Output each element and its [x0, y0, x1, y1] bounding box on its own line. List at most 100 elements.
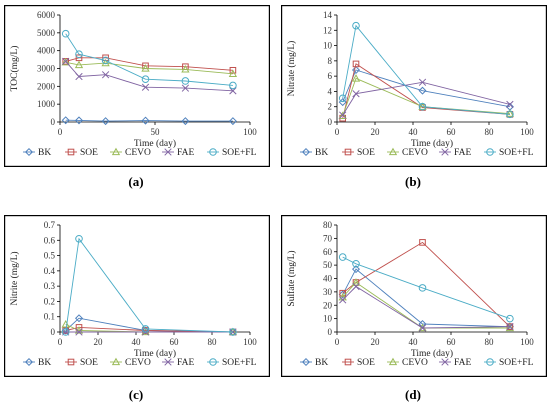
- chart-frame-c: [4, 215, 270, 378]
- x-tick-label: 50: [151, 127, 161, 137]
- y-axis-title-d: Sulfate (mg/L): [286, 250, 297, 306]
- series-line: [342, 81, 511, 116]
- data-point: [418, 102, 427, 111]
- y-tick-label: 0.4: [44, 266, 56, 276]
- y-axis-title-b: Nitrate (mg/L): [286, 41, 297, 97]
- legend-marker-icon: [111, 357, 121, 366]
- data-point: [74, 116, 84, 125]
- legend-item: SOE: [342, 358, 375, 368]
- x-axis-title-d: Time (day): [411, 348, 453, 359]
- y-tick-label: 6000: [37, 10, 56, 20]
- y-tick-label: 0.5: [44, 251, 56, 261]
- data-point: [228, 117, 237, 126]
- data-point: [61, 328, 70, 336]
- x-tick-label: 40: [132, 337, 142, 347]
- legend-item: FAE: [162, 358, 194, 368]
- legend-marker-icon: [67, 358, 75, 366]
- series-line: [65, 33, 233, 86]
- series-soe-fl-c: [61, 234, 237, 336]
- data-point: [61, 29, 70, 38]
- legend-item: SOE+FL: [207, 148, 257, 158]
- data-point: [141, 83, 150, 91]
- data-point: [228, 69, 238, 77]
- legend-item: BK: [300, 357, 328, 368]
- x-tick-label: 80: [485, 127, 495, 137]
- series-fae-d: [339, 282, 514, 332]
- legend-marker-icon: [441, 358, 449, 366]
- data-point: [101, 56, 110, 65]
- legend-label: SOE: [357, 148, 375, 158]
- caption-d: (d): [405, 387, 421, 402]
- data-point: [418, 78, 427, 86]
- data-point: [141, 116, 150, 125]
- data-point: [338, 111, 347, 120]
- y-tick-label: 0.6: [44, 235, 56, 245]
- legend-item: CEVO: [387, 357, 428, 368]
- data-point: [352, 90, 360, 98]
- legend-item: FAE: [162, 148, 194, 158]
- y-tick-label: 1000: [37, 99, 56, 109]
- legend-marker-icon: [486, 358, 494, 366]
- x-tick-label: 100: [243, 127, 257, 137]
- series-line: [65, 57, 233, 71]
- legend-marker-icon: [111, 147, 121, 156]
- x-tick-label: 40: [409, 127, 419, 137]
- legend-label: BK: [38, 358, 51, 368]
- chart-svg-c: 0 0.1 0.2 0.3 0.4 0.5 0.6 0.7 0 20 40 60 80 100 Time (…: [4, 215, 270, 378]
- y-tick-label: 12: [323, 25, 332, 35]
- legend-label: SOE: [357, 358, 375, 368]
- y-tick-label: 3000: [37, 64, 56, 74]
- legend-item: FAE: [439, 148, 471, 158]
- data-point: [229, 87, 237, 95]
- legend-label: SOE+FL: [499, 358, 534, 368]
- series-fae-b: [339, 78, 514, 119]
- data-point: [62, 57, 70, 66]
- legend-marker-icon: [164, 148, 172, 156]
- y-tick-label: 0.3: [44, 281, 56, 291]
- x-tick-label: 100: [520, 127, 534, 137]
- legend-item: BK: [23, 357, 51, 368]
- legend-item: BK: [300, 147, 328, 158]
- chart-panel-a: 0 1000 2000 3000 4000 5000 6000 0 50 100 Time (day…: [4, 5, 270, 168]
- x-tick-label: 0: [58, 337, 63, 347]
- series-line: [65, 119, 233, 122]
- series-line: [65, 237, 233, 333]
- y-tick-label: 0.2: [44, 296, 55, 306]
- legend-marker-icon: [24, 147, 34, 157]
- series-line: [342, 24, 510, 115]
- data-point: [141, 75, 150, 83]
- series-soe-fl-d: [338, 253, 514, 323]
- chart-panel-b: 0 2 4 6 8 10 12 14 0 20 40 60 80 100 Time (day) Nitrate…: [281, 5, 547, 168]
- x-tick-label: 100: [243, 337, 257, 347]
- legend-item: FAE: [439, 358, 471, 368]
- legend-item: CEVO: [110, 357, 151, 368]
- x-axis-title-a: Time (day): [134, 138, 176, 149]
- series-fae-a: [62, 57, 237, 95]
- y-tick-label: 0.1: [44, 312, 55, 322]
- data-point: [141, 64, 150, 72]
- data-point: [229, 81, 237, 90]
- caption-a: (a): [128, 174, 144, 189]
- data-point: [418, 102, 427, 110]
- y-tick-label: 0: [328, 117, 333, 127]
- data-point: [506, 322, 514, 331]
- legend-label: CEVO: [402, 358, 428, 368]
- data-point: [418, 86, 427, 95]
- chart-panel-d: 0 10 20 30 40 50 60 70 80 0 20 40 60 80 100 Time (day) S…: [281, 215, 547, 378]
- y-axis-title-c: Nitrite (mg/L): [9, 251, 20, 305]
- legend-item: CEVO: [110, 147, 151, 158]
- data-point: [419, 239, 426, 246]
- caption-b: (b): [405, 174, 421, 189]
- data-point: [351, 74, 361, 82]
- x-tick-label: 20: [94, 337, 104, 347]
- x-axis-title-b: Time (day): [411, 138, 453, 149]
- series-bk-a: [61, 116, 237, 126]
- series-line: [342, 281, 510, 329]
- legend-marker-icon: [301, 357, 311, 367]
- data-point: [418, 319, 427, 328]
- caption-c: (c): [128, 387, 144, 402]
- y-tick-label: 0: [328, 327, 333, 337]
- data-point: [351, 278, 361, 286]
- legend-label: BK: [315, 148, 328, 158]
- legend-marker-icon: [344, 148, 352, 156]
